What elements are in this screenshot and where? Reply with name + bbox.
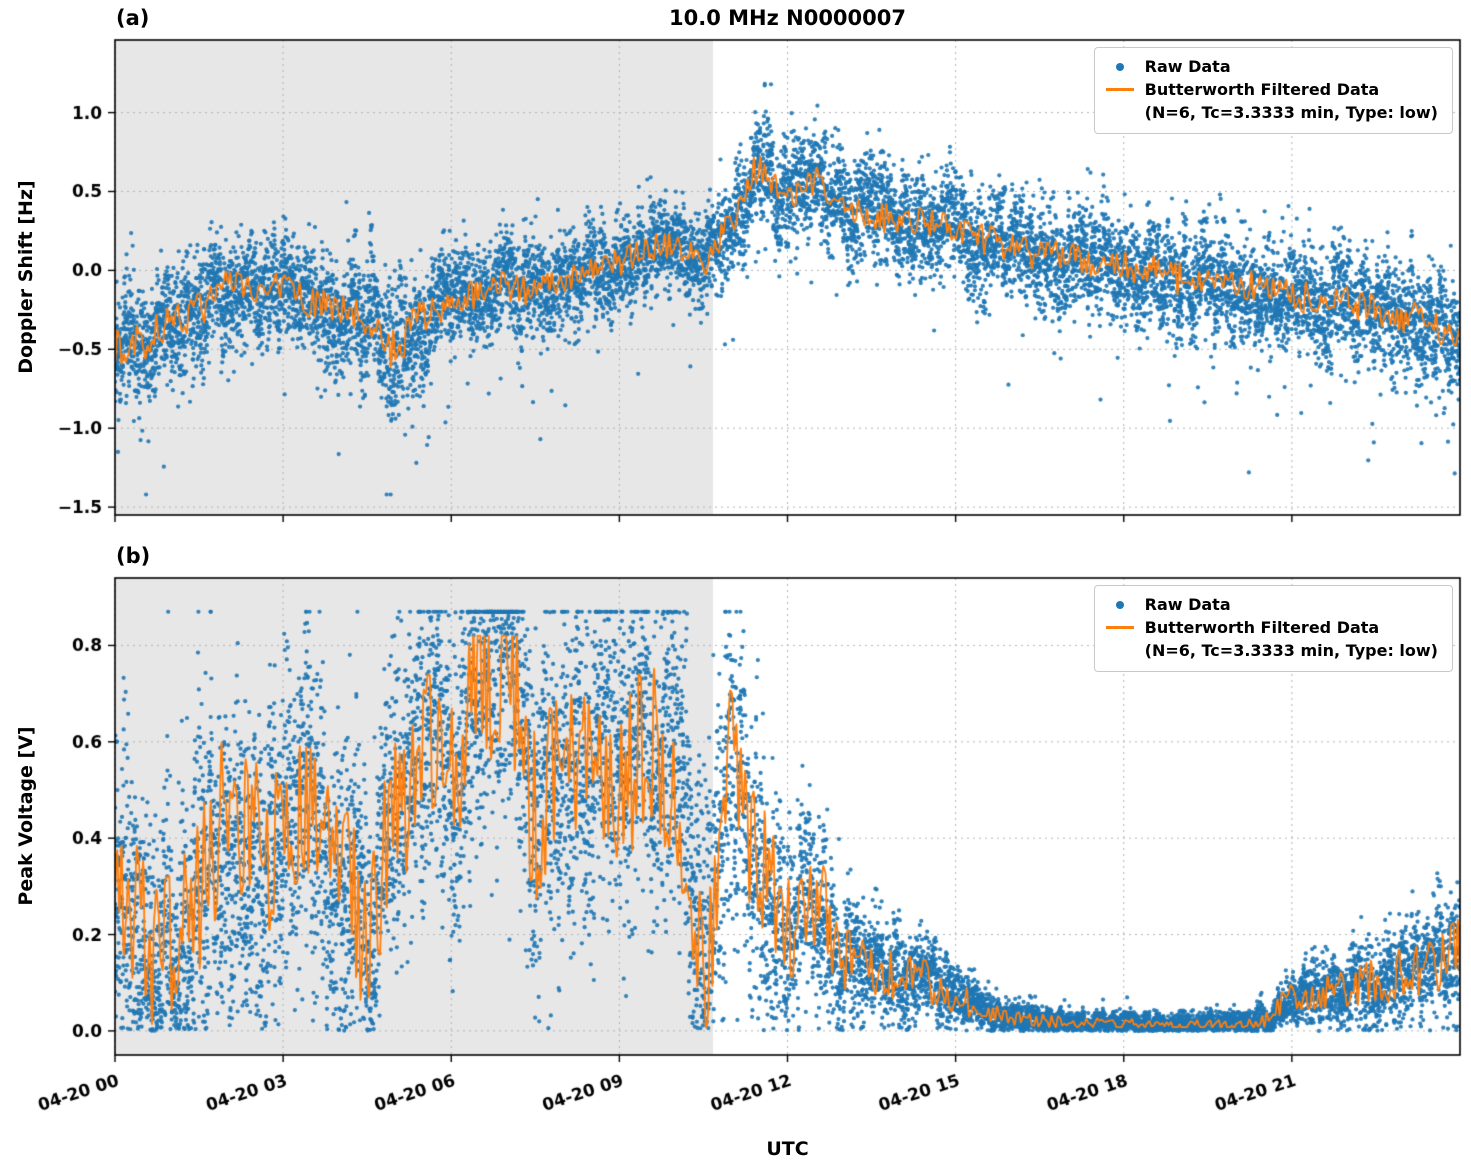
y-axis-label-voltage: Peak Voltage [V] (15, 726, 37, 906)
chart-title: 10.0 MHz N0000007 (669, 6, 906, 30)
legend-row-filtered: Butterworth Filtered Data (1105, 78, 1438, 101)
legend-panel-b: Raw Data Butterworth Filtered Data (N=6,… (1093, 585, 1453, 672)
legend-filtered-sublabel: (N=6, Tc=3.3333 min, Type: low) (1144, 103, 1438, 123)
legend-raw-label: Raw Data (1144, 57, 1231, 76)
panel-b-label: (b) (116, 544, 151, 568)
raw-data-dot-icon (1105, 600, 1135, 609)
panel-a-label: (a) (116, 6, 150, 30)
y-axis-label-doppler: Doppler Shift [Hz] (15, 180, 37, 374)
filtered-line-icon (1105, 88, 1135, 92)
x-axis-label-utc: UTC (766, 1138, 809, 1160)
legend-row-raw: Raw Data (1105, 593, 1438, 616)
legend-filtered-label: Butterworth Filtered Data (1144, 80, 1380, 100)
legend-row-raw: Raw Data (1105, 55, 1438, 78)
filtered-line-icon (1105, 626, 1135, 630)
raw-data-dot-icon (1105, 62, 1135, 71)
legend-filtered-sublabel: (N=6, Tc=3.3333 min, Type: low) (1144, 641, 1438, 661)
legend-raw-label: Raw Data (1144, 595, 1231, 614)
legend-row-filtered: Butterworth Filtered Data (1105, 616, 1438, 639)
legend-filtered-label: Butterworth Filtered Data (1144, 618, 1380, 638)
legend-panel-a: Raw Data Butterworth Filtered Data (N=6,… (1093, 47, 1453, 134)
